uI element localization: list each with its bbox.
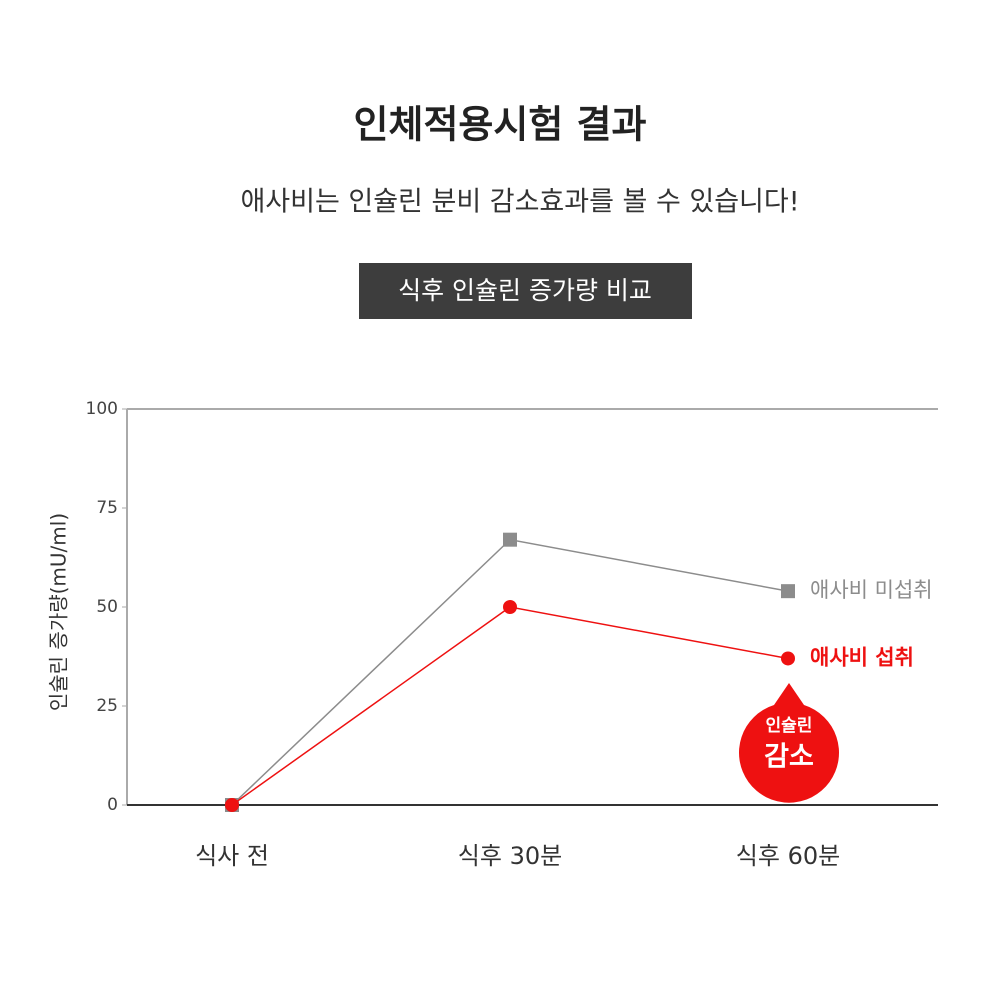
badge: 식후 인슐린 증가량 비교	[398, 276, 652, 305]
y-tick-label: 50	[96, 597, 118, 617]
y-tick-label: 0	[107, 795, 118, 815]
x-tick-label: 식후 30분	[458, 842, 562, 870]
legend-label: 애사비 섭취	[810, 645, 914, 669]
chart-title: 인체적용시험 결과	[354, 103, 647, 147]
x-tick-label: 식사 전	[195, 842, 269, 870]
annotation-line: 감소	[764, 742, 814, 773]
subtitle: 애사비는 인슐린 분비 감소효과를 볼 수 있습니다!	[240, 187, 799, 218]
point	[225, 798, 239, 812]
badge-background	[359, 263, 692, 319]
y-axis-title: 인슐린 증가량(mU/ml)	[47, 513, 71, 711]
point	[503, 532, 517, 547]
callout-shape	[739, 683, 840, 803]
point	[781, 651, 795, 666]
y-tick-label: 25	[96, 696, 118, 716]
y-tick-label: 75	[96, 498, 118, 518]
y-tick-label: 100	[86, 399, 118, 419]
legend-label: 애사비 미섭취	[810, 578, 933, 602]
series-line	[231, 606, 789, 806]
annotation-callout: 인슐린 감소	[739, 683, 840, 803]
x-tick-label: 식후 60분	[736, 842, 840, 870]
series-line	[231, 538, 789, 806]
point	[503, 600, 517, 614]
annotation-line: 인슐린	[766, 716, 813, 736]
point	[781, 584, 795, 599]
